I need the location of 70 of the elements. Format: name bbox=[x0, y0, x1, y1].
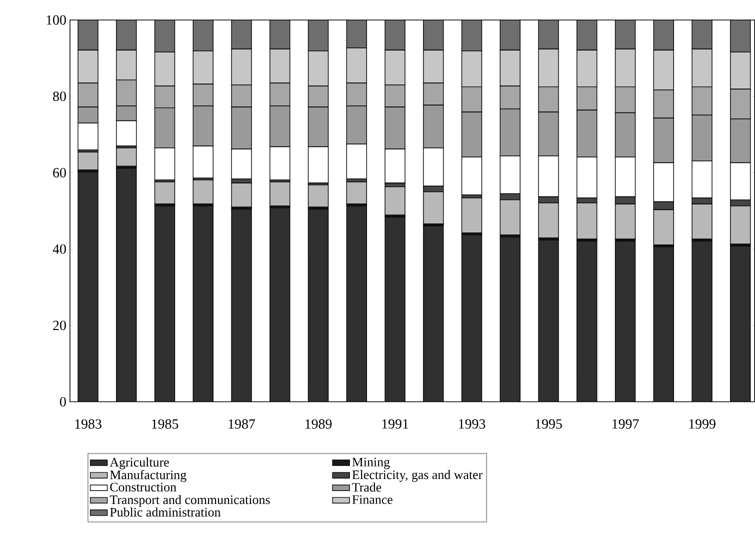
legend-label: Public administration bbox=[110, 508, 221, 517]
bar bbox=[192, 206, 214, 402]
legend-label: Trade bbox=[352, 482, 382, 492]
bar bbox=[461, 20, 482, 52]
bar bbox=[384, 20, 406, 51]
bar bbox=[78, 152, 98, 171]
bar bbox=[653, 246, 674, 402]
bar bbox=[346, 20, 367, 48]
bar bbox=[538, 20, 559, 50]
bar bbox=[78, 20, 98, 51]
bar bbox=[308, 208, 329, 402]
bar bbox=[231, 208, 252, 402]
bar bbox=[614, 20, 636, 50]
legend-label: Transport and communications bbox=[110, 495, 270, 507]
bar bbox=[614, 240, 636, 402]
legend-label: Manufacturing bbox=[110, 470, 186, 482]
y-tick-label: 0 bbox=[60, 397, 66, 407]
bar bbox=[423, 226, 444, 402]
x-tick-label: 1997 bbox=[612, 419, 639, 429]
legend-label: Agriculture bbox=[110, 458, 169, 470]
bar bbox=[461, 198, 482, 234]
bar bbox=[346, 206, 367, 402]
bar bbox=[116, 168, 137, 402]
bar bbox=[692, 240, 712, 402]
bar bbox=[270, 182, 290, 206]
bar bbox=[423, 20, 444, 51]
bar bbox=[730, 246, 751, 402]
bar bbox=[308, 20, 329, 52]
bar bbox=[384, 216, 406, 402]
bar bbox=[346, 182, 367, 205]
legend-label: Electricity, gas and water bbox=[352, 470, 483, 482]
y-tick-label: 100 bbox=[46, 15, 66, 25]
bar bbox=[730, 20, 751, 53]
x-tick-label: 1989 bbox=[306, 419, 332, 429]
bar bbox=[154, 20, 176, 53]
x-tick-label: 1983 bbox=[75, 419, 102, 429]
x-tick-label: 1987 bbox=[228, 419, 256, 429]
y-tick-label: 60 bbox=[53, 168, 66, 178]
bar bbox=[154, 206, 176, 402]
bar bbox=[461, 234, 482, 402]
legend-label: Mining bbox=[352, 458, 390, 470]
bar bbox=[576, 20, 598, 51]
x-tick-label: 1993 bbox=[459, 419, 486, 429]
bar bbox=[538, 240, 559, 402]
x-tick-label: 1999 bbox=[689, 419, 716, 429]
bar bbox=[692, 20, 712, 50]
bar bbox=[270, 208, 290, 402]
bar bbox=[154, 182, 176, 205]
bar bbox=[192, 180, 214, 205]
bar bbox=[500, 20, 520, 51]
bar bbox=[192, 20, 214, 52]
bar bbox=[116, 20, 137, 51]
bar bbox=[116, 148, 137, 167]
y-tick-label: 40 bbox=[52, 244, 66, 254]
y-tick-label: 20 bbox=[53, 320, 66, 330]
bar bbox=[231, 20, 252, 50]
bar bbox=[231, 182, 252, 208]
x-tick-label: 1985 bbox=[152, 419, 178, 429]
y-tick-label: 80 bbox=[53, 92, 66, 102]
bar bbox=[500, 236, 520, 402]
legend-label: Finance bbox=[352, 495, 392, 504]
x-tick-label: 1995 bbox=[536, 419, 562, 429]
bar bbox=[308, 184, 329, 208]
bar bbox=[78, 172, 98, 402]
bar bbox=[270, 20, 290, 50]
bar bbox=[576, 240, 598, 402]
x-tick-label: 1991 bbox=[382, 419, 408, 429]
bar bbox=[384, 186, 406, 216]
legend-label: Construction bbox=[110, 482, 176, 492]
bar bbox=[653, 20, 674, 51]
